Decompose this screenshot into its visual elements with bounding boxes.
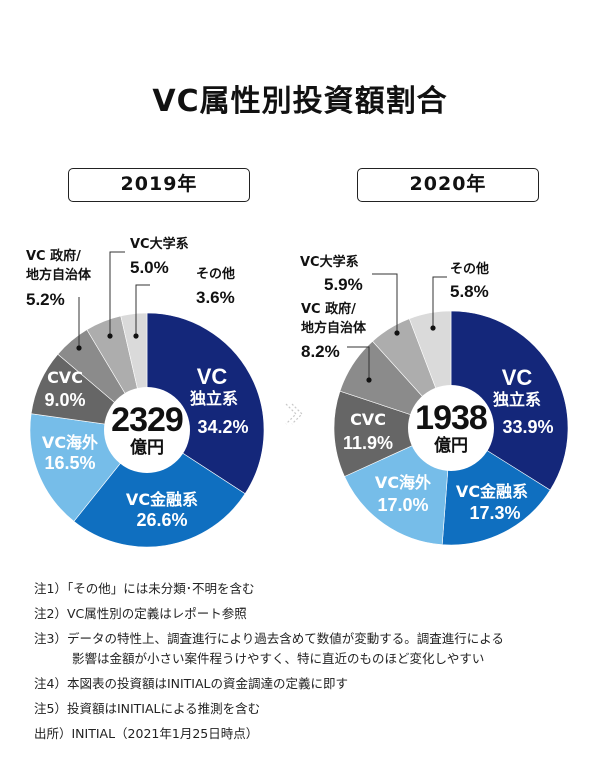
pie-2019 bbox=[29, 312, 265, 548]
label-fin-name-2019: VC金融系 bbox=[125, 490, 199, 509]
pie-slice-CVC bbox=[333, 390, 452, 477]
chart-title: VC属性別投資額割合 bbox=[152, 84, 448, 119]
year-label-2019: 2019年 bbox=[68, 168, 250, 202]
source-note: 出所）INITIAL（2021年1月25日時点） bbox=[34, 726, 259, 741]
label-cvc-pct-2019: 9.0% bbox=[44, 390, 86, 410]
leader-dot bbox=[394, 330, 400, 336]
label-cvc-name-2019: CVC bbox=[47, 368, 83, 387]
label-indep-name-2020: VC bbox=[501, 365, 533, 390]
chevron-right-icon bbox=[285, 403, 303, 425]
leader-line-univ-2019 bbox=[109, 251, 125, 336]
label-univ-name-2020: VC大学系 bbox=[300, 255, 359, 270]
leader-lines bbox=[78, 251, 447, 380]
label-indep-pct-2019: 34.2% bbox=[197, 417, 249, 437]
note-2: 注2）VC属性別の定義はレポート参照 bbox=[34, 606, 247, 621]
label-fin-pct-2020: 17.3% bbox=[469, 503, 521, 523]
label-indep-pct-2020: 33.9% bbox=[502, 417, 554, 437]
label-univ-name-2019: VC大学系 bbox=[130, 237, 189, 252]
label-overseas-name-2019: VC海外 bbox=[41, 433, 99, 452]
label-gov-name-2019: VC 政府/ bbox=[26, 249, 81, 264]
leader-dot bbox=[133, 333, 139, 339]
label-overseas-name-2020: VC海外 bbox=[374, 473, 432, 492]
label-overseas-pct-2020: 17.0% bbox=[377, 495, 429, 515]
label-univ-pct-2019: 5.0% bbox=[130, 258, 169, 277]
footnotes: 注1）「その他」には未分類･不明を含む 注2）VC属性別の定義はレポート参照 注… bbox=[34, 576, 504, 746]
label-gov-pct-2019: 5.2% bbox=[26, 290, 65, 309]
label-indep-sub-2020: 独立系 bbox=[492, 390, 542, 409]
label-other-pct-2020: 5.8% bbox=[450, 282, 489, 301]
note-4: 注4）本図表の投資額はINITIALの資金調達の定義に即す bbox=[34, 676, 349, 691]
label-gov-sub-2019: 地方自治体 bbox=[26, 268, 92, 283]
leader-line-gov-2020 bbox=[347, 346, 370, 380]
total-2020: 1938 bbox=[415, 399, 488, 437]
donut-hole bbox=[408, 385, 494, 471]
total-unit-2019: 億円 bbox=[130, 438, 164, 458]
donut-hole bbox=[104, 387, 190, 473]
pie-slice-VC金融系 bbox=[73, 429, 246, 548]
label-gov-sub-2020: 地方自治体 bbox=[301, 321, 367, 336]
leader-dot bbox=[366, 377, 372, 383]
label-cvc-name-2020: CVC bbox=[350, 410, 386, 429]
leader-line-other-2019 bbox=[135, 284, 150, 336]
leader-line-univ-2020 bbox=[372, 273, 398, 333]
leader-line-other-2020 bbox=[432, 276, 447, 328]
label-fin-pct-2019: 26.6% bbox=[136, 510, 188, 530]
total-2019: 2329 bbox=[111, 401, 184, 439]
label-other-pct-2019: 3.6% bbox=[196, 288, 235, 307]
label-fin-name-2020: VC金融系 bbox=[455, 482, 529, 501]
pie-2020 bbox=[333, 310, 569, 546]
label-other-name-2019: その他 bbox=[196, 267, 236, 282]
leader-dot bbox=[107, 333, 113, 339]
note-5: 注5）投資額はINITIALによる推測を含む bbox=[34, 701, 261, 716]
note-3: 注3）データの特性上、調査進行により過去含めて数値が変動する。調査進行による bbox=[34, 631, 504, 646]
year-label-2020: 2020年 bbox=[357, 168, 539, 202]
label-univ-pct-2020: 5.9% bbox=[324, 275, 363, 294]
leader-dot bbox=[430, 325, 436, 331]
label-overseas-pct-2019: 16.5% bbox=[44, 453, 96, 473]
label-gov-name-2020: VC 政府/ bbox=[301, 302, 356, 317]
leader-dot bbox=[76, 345, 82, 351]
leader-dots bbox=[76, 325, 436, 383]
label-indep-name-2019: VC bbox=[196, 364, 228, 389]
note-1: 注1）「その他」には未分類･不明を含む bbox=[34, 581, 255, 596]
label-gov-pct-2020: 8.2% bbox=[301, 342, 340, 361]
label-other-name-2020: その他 bbox=[450, 262, 490, 277]
label-cvc-pct-2020: 11.9% bbox=[342, 433, 394, 453]
label-indep-sub-2019: 独立系 bbox=[189, 389, 239, 408]
total-unit-2020: 億円 bbox=[434, 436, 468, 456]
note-3-continued: 影響は金額が小さい案件程うけやすく、特に直近のものほど変化しやすい bbox=[72, 651, 485, 666]
